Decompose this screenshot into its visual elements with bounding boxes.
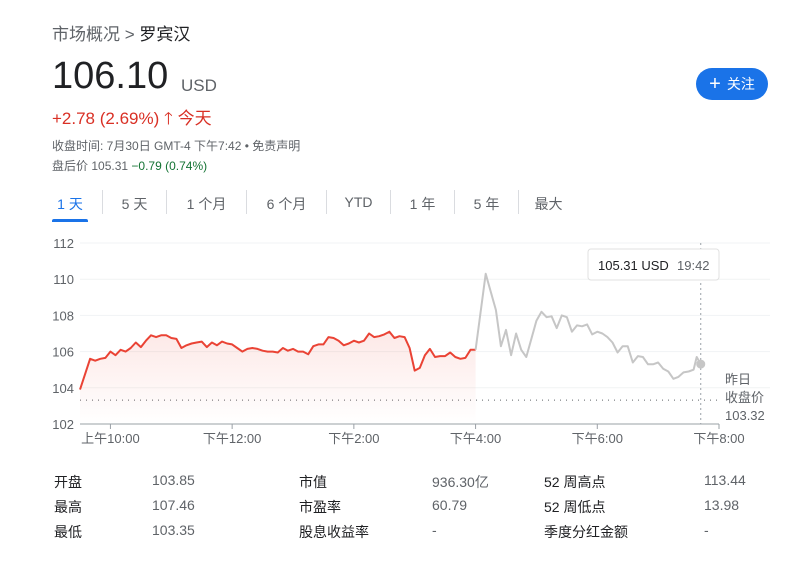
hover-point	[696, 359, 706, 369]
stat-value: 60.79	[432, 497, 468, 513]
stock-price: 106.10	[52, 55, 169, 97]
previous-close-label: 收盘价	[725, 390, 764, 405]
after-hours-label: 盘后价	[52, 159, 89, 173]
tab-divider	[166, 190, 167, 214]
follow-button-label: 关注	[726, 76, 755, 92]
x-tick-label: 下午6:00	[572, 431, 623, 446]
tab-divider	[390, 190, 391, 214]
range-tabs: 1 天 5 天 1 个月 6 个月 YTD 1 年 5 年 最大	[52, 188, 578, 222]
tab-divider	[518, 190, 519, 214]
y-tick-label: 112	[53, 236, 74, 251]
tab-range[interactable]: 最大	[534, 196, 563, 212]
x-tick-label: 下午4:00	[450, 431, 501, 446]
y-tick-label: 110	[53, 272, 74, 287]
stat-label: 股息收益率	[299, 524, 369, 540]
stat-label: 市值	[299, 474, 327, 490]
regular-session-line	[79, 330, 476, 390]
stat-value: 103.35	[152, 522, 195, 538]
stat-value: 103.85	[152, 472, 195, 488]
previous-close-label: 昨日	[725, 372, 751, 387]
price-change-value: +2.78 (2.69%)	[52, 109, 160, 128]
after-hours-price: 105.31	[91, 159, 129, 173]
x-tick-label: 上午10:00	[81, 431, 140, 446]
stat-label: 52 周低点	[544, 499, 606, 515]
regular-session-area	[80, 331, 476, 424]
tab-divider	[246, 190, 247, 214]
after-hours-change: −0.79 (0.74%)	[131, 159, 208, 173]
close-time: 收盘时间: 7月30日 GMT-4 下午7:42 • 免责声明	[52, 139, 301, 153]
tooltip-time: 19:42	[677, 258, 710, 273]
plus-icon: +	[709, 73, 721, 95]
x-tick-label: 下午2:00	[328, 431, 379, 446]
x-tick-label: 下午8:00	[693, 431, 744, 446]
price-change-period: 今天	[177, 109, 212, 128]
tooltip-box	[587, 248, 720, 281]
tab-range[interactable]: 1 天	[52, 188, 88, 222]
tab-range[interactable]: 5 天	[121, 196, 148, 212]
stat-value: -	[432, 522, 437, 538]
y-tick-label: 108	[52, 308, 74, 323]
tab-range[interactable]: YTD	[344, 194, 373, 210]
x-tick-label: 下午12:00	[203, 431, 262, 446]
tab-divider	[454, 190, 455, 214]
price-change: +2.78 (2.69%) 🡑 今天	[52, 104, 212, 135]
y-tick-label: 104	[52, 381, 74, 396]
after-hours-quote: 盘后价 105.31 −0.79 (0.74%)	[52, 157, 207, 174]
tab-divider	[326, 190, 327, 214]
stat-label: 开盘	[54, 474, 82, 490]
arrow-up-icon: 🡑	[164, 109, 173, 128]
stat-value: 113.44	[704, 472, 746, 488]
tooltip-price: 105.31 USD	[598, 258, 669, 273]
y-tick-label: 102	[52, 417, 74, 432]
follow-button[interactable]: + 关注	[696, 68, 768, 100]
stat-label: 52 周高点	[544, 474, 606, 490]
stat-label: 最低	[54, 524, 82, 540]
after-hours-line	[474, 272, 702, 380]
tab-range[interactable]: 1 年	[409, 196, 436, 212]
stat-label: 季度分红金额	[544, 524, 628, 540]
stat-label: 市盈率	[299, 499, 341, 515]
tab-range[interactable]: 6 个月	[266, 196, 307, 212]
breadcrumb-separator: >	[124, 25, 135, 44]
stat-label: 最高	[54, 499, 82, 515]
tab-range[interactable]: 1 个月	[186, 196, 227, 212]
tab-divider	[102, 190, 103, 214]
stat-value: 13.98	[704, 497, 740, 513]
breadcrumb-current: 罗宾汉	[139, 25, 191, 44]
breadcrumb: 市场概况 > 罗宾汉	[52, 20, 190, 45]
tab-range[interactable]: 5 年	[473, 196, 500, 212]
previous-close-label: 103.32	[725, 408, 765, 423]
currency-label: USD	[181, 76, 217, 95]
stat-value: 936.30亿	[432, 474, 489, 490]
breadcrumb-parent-link[interactable]: 市场概况	[52, 25, 120, 44]
y-tick-label: 106	[52, 345, 74, 360]
stat-value: 107.46	[152, 497, 195, 513]
stat-value: -	[704, 522, 709, 538]
price-chart: 102 104 106 108 110 112 上午10:00 下午12:00 下午2:00 下午…	[52, 236, 770, 446]
